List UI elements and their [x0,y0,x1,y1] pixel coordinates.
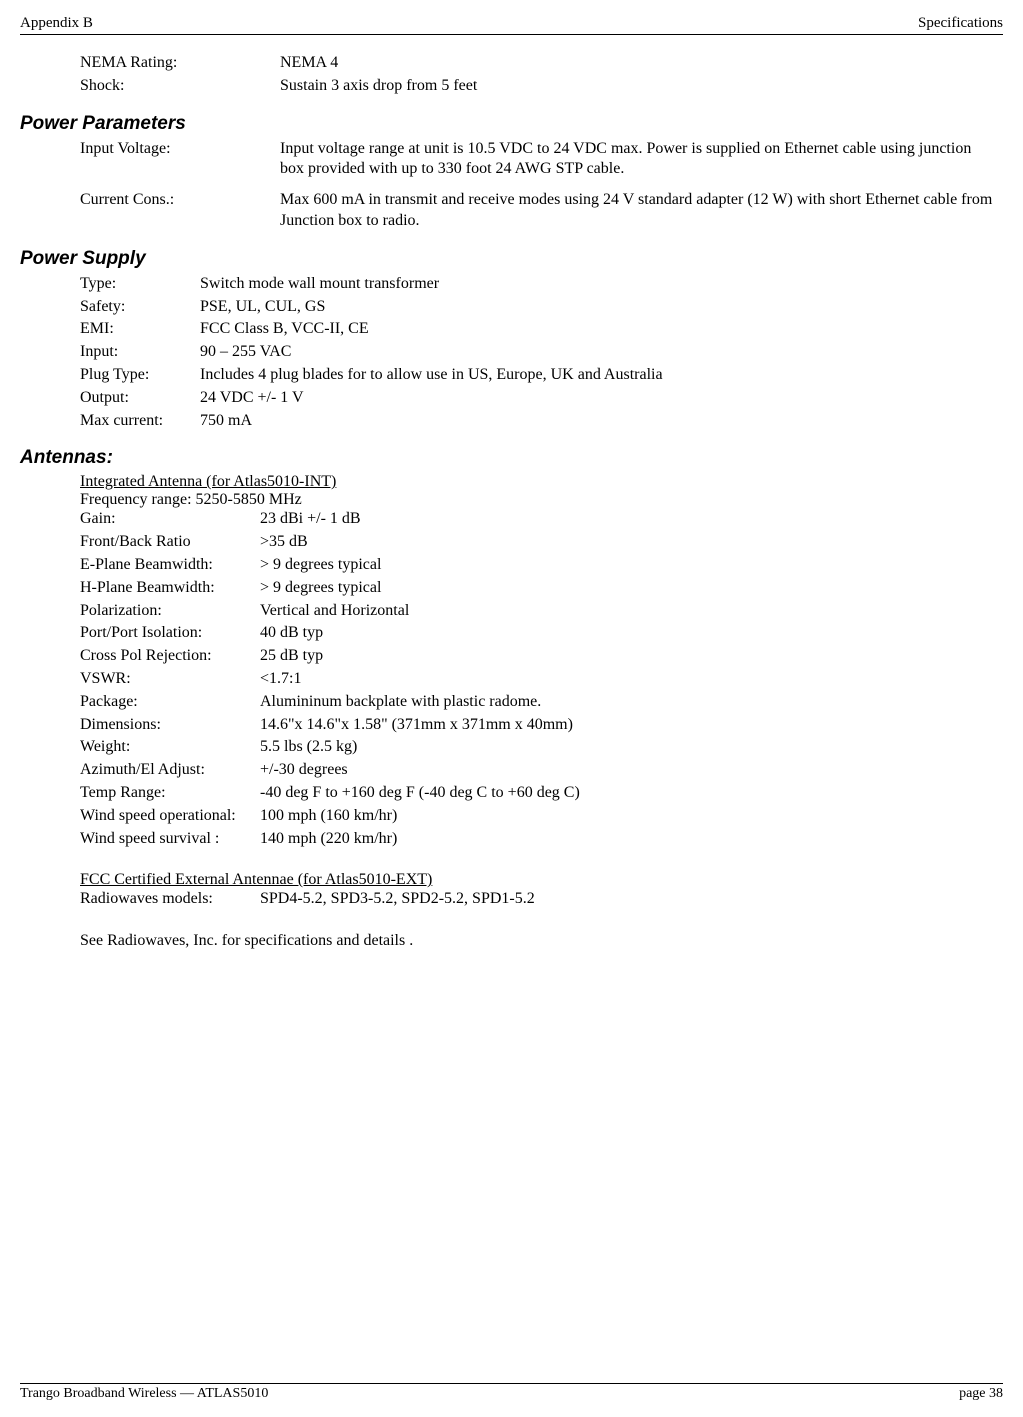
spec-label: Wind speed operational: [80,806,260,827]
spec-value: -40 deg F to +160 deg F (-40 deg C to +6… [260,783,993,804]
spec-value: Max 600 mA in transmit and receive modes… [280,190,993,232]
spec-row: Max current: 750 mA [80,411,993,432]
spec-label: Dimensions: [80,715,260,736]
page-header: Appendix B Specifications [20,15,1003,35]
spec-row: Safety: PSE, UL, CUL, GS [80,297,993,318]
spec-value: 5.5 lbs (2.5 kg) [260,737,993,758]
spec-label: H-Plane Beamwidth: [80,578,260,599]
spec-value: FCC Class B, VCC-II, CE [200,319,993,340]
spec-value: 24 VDC +/- 1 V [200,388,993,409]
spec-value: 14.6"x 14.6"x 1.58" (371mm x 371mm x 40m… [260,715,993,736]
spec-row: Weight: 5.5 lbs (2.5 kg) [80,737,993,758]
spec-value: Input voltage range at unit is 10.5 VDC … [280,139,993,181]
spec-label: Port/Port Isolation: [80,623,260,644]
spec-value: 100 mph (160 km/hr) [260,806,993,827]
antennas-external-subheading: FCC Certified External Antennae (for Atl… [80,871,993,889]
spec-value: > 9 degrees typical [260,555,993,576]
spec-value: <1.7:1 [260,669,993,690]
spec-row: NEMA Rating: NEMA 4 [80,53,993,74]
spec-label: Shock: [80,76,280,97]
spec-label: Front/Back Ratio [80,532,260,553]
page-footer: Trango Broadband Wireless — ATLAS5010 pa… [20,1383,1003,1402]
spec-value: 40 dB typ [260,623,993,644]
page-content: NEMA Rating: NEMA 4 Shock: Sustain 3 axi… [20,53,1003,950]
spec-label: Max current: [80,411,200,432]
spec-label: Type: [80,274,200,295]
spec-row: Package: Alumininum backplate with plast… [80,692,993,713]
header-left: Appendix B [20,15,93,32]
spec-label: Wind speed survival : [80,829,260,850]
spec-row: Port/Port Isolation: 40 dB typ [80,623,993,644]
spec-row: EMI: FCC Class B, VCC-II, CE [80,319,993,340]
spec-row: Wind speed survival : 140 mph (220 km/hr… [80,829,993,850]
spec-label: E-Plane Beamwidth: [80,555,260,576]
spec-value: 23 dBi +/- 1 dB [260,509,993,530]
spec-value: 140 mph (220 km/hr) [260,829,993,850]
spec-row: Gain: 23 dBi +/- 1 dB [80,509,993,530]
spec-row: Shock: Sustain 3 axis drop from 5 feet [80,76,993,97]
spec-row: Azimuth/El Adjust: +/-30 degrees [80,760,993,781]
spec-row: Type: Switch mode wall mount transformer [80,274,993,295]
spec-row: Wind speed operational: 100 mph (160 km/… [80,806,993,827]
spec-row: Plug Type: Includes 4 plug blades for to… [80,365,993,386]
footer-right: page 38 [959,1386,1003,1402]
spec-value: 25 dB typ [260,646,993,667]
spec-label: Gain: [80,509,260,530]
spec-label: Current Cons.: [80,190,280,232]
spec-row: VSWR: <1.7:1 [80,669,993,690]
spec-row: Radiowaves models: SPD4-5.2, SPD3-5.2, S… [80,889,993,910]
section-power-parameters-heading: Power Parameters [20,113,993,135]
spec-label: Weight: [80,737,260,758]
spec-label: Azimuth/El Adjust: [80,760,260,781]
spec-label: Temp Range: [80,783,260,804]
spec-row: Input Voltage: Input voltage range at un… [80,139,993,181]
spec-label: Input Voltage: [80,139,280,181]
spec-row: Front/Back Ratio >35 dB [80,532,993,553]
spec-row: H-Plane Beamwidth: > 9 degrees typical [80,578,993,599]
spec-row: Cross Pol Rejection: 25 dB typ [80,646,993,667]
spec-label: EMI: [80,319,200,340]
section-antennas-heading: Antennas: [20,447,993,469]
spec-value: Vertical and Horizontal [260,601,993,622]
spec-value: Alumininum backplate with plastic radome… [260,692,993,713]
spec-label: Cross Pol Rejection: [80,646,260,667]
spec-row: Input: 90 – 255 VAC [80,342,993,363]
spec-label: Polarization: [80,601,260,622]
spec-row: Dimensions: 14.6"x 14.6"x 1.58" (371mm x… [80,715,993,736]
spec-label: Input: [80,342,200,363]
antennas-integrated-subheading: Integrated Antenna (for Atlas5010-INT) [80,473,993,491]
spec-label: Radiowaves models: [80,889,260,910]
spec-value: +/-30 degrees [260,760,993,781]
spec-value: PSE, UL, CUL, GS [200,297,993,318]
spec-value: Switch mode wall mount transformer [200,274,993,295]
spec-row: Temp Range: -40 deg F to +160 deg F (-40… [80,783,993,804]
spec-value: Sustain 3 axis drop from 5 feet [280,76,993,97]
spec-label: VSWR: [80,669,260,690]
spec-value: >35 dB [260,532,993,553]
antennas-frequency: Frequency range: 5250-5850 MHz [80,491,993,509]
spec-label: Package: [80,692,260,713]
spec-value: Includes 4 plug blades for to allow use … [200,365,993,386]
spec-label: Plug Type: [80,365,200,386]
header-right: Specifications [918,15,1003,32]
spec-row: Polarization: Vertical and Horizontal [80,601,993,622]
spec-value: 90 – 255 VAC [200,342,993,363]
spec-value: NEMA 4 [280,53,993,74]
spec-value: SPD4-5.2, SPD3-5.2, SPD2-5.2, SPD1-5.2 [260,889,993,910]
spec-value: > 9 degrees typical [260,578,993,599]
section-power-supply-heading: Power Supply [20,248,993,270]
spec-row: Output: 24 VDC +/- 1 V [80,388,993,409]
spec-label: Safety: [80,297,200,318]
spec-label: Output: [80,388,200,409]
spec-label: NEMA Rating: [80,53,280,74]
spec-row: Current Cons.: Max 600 mA in transmit an… [80,190,993,232]
spec-value: 750 mA [200,411,993,432]
footer-left: Trango Broadband Wireless — ATLAS5010 [20,1386,268,1402]
spec-row: E-Plane Beamwidth: > 9 degrees typical [80,555,993,576]
antennas-footnote: See Radiowaves, Inc. for specifications … [80,932,993,950]
